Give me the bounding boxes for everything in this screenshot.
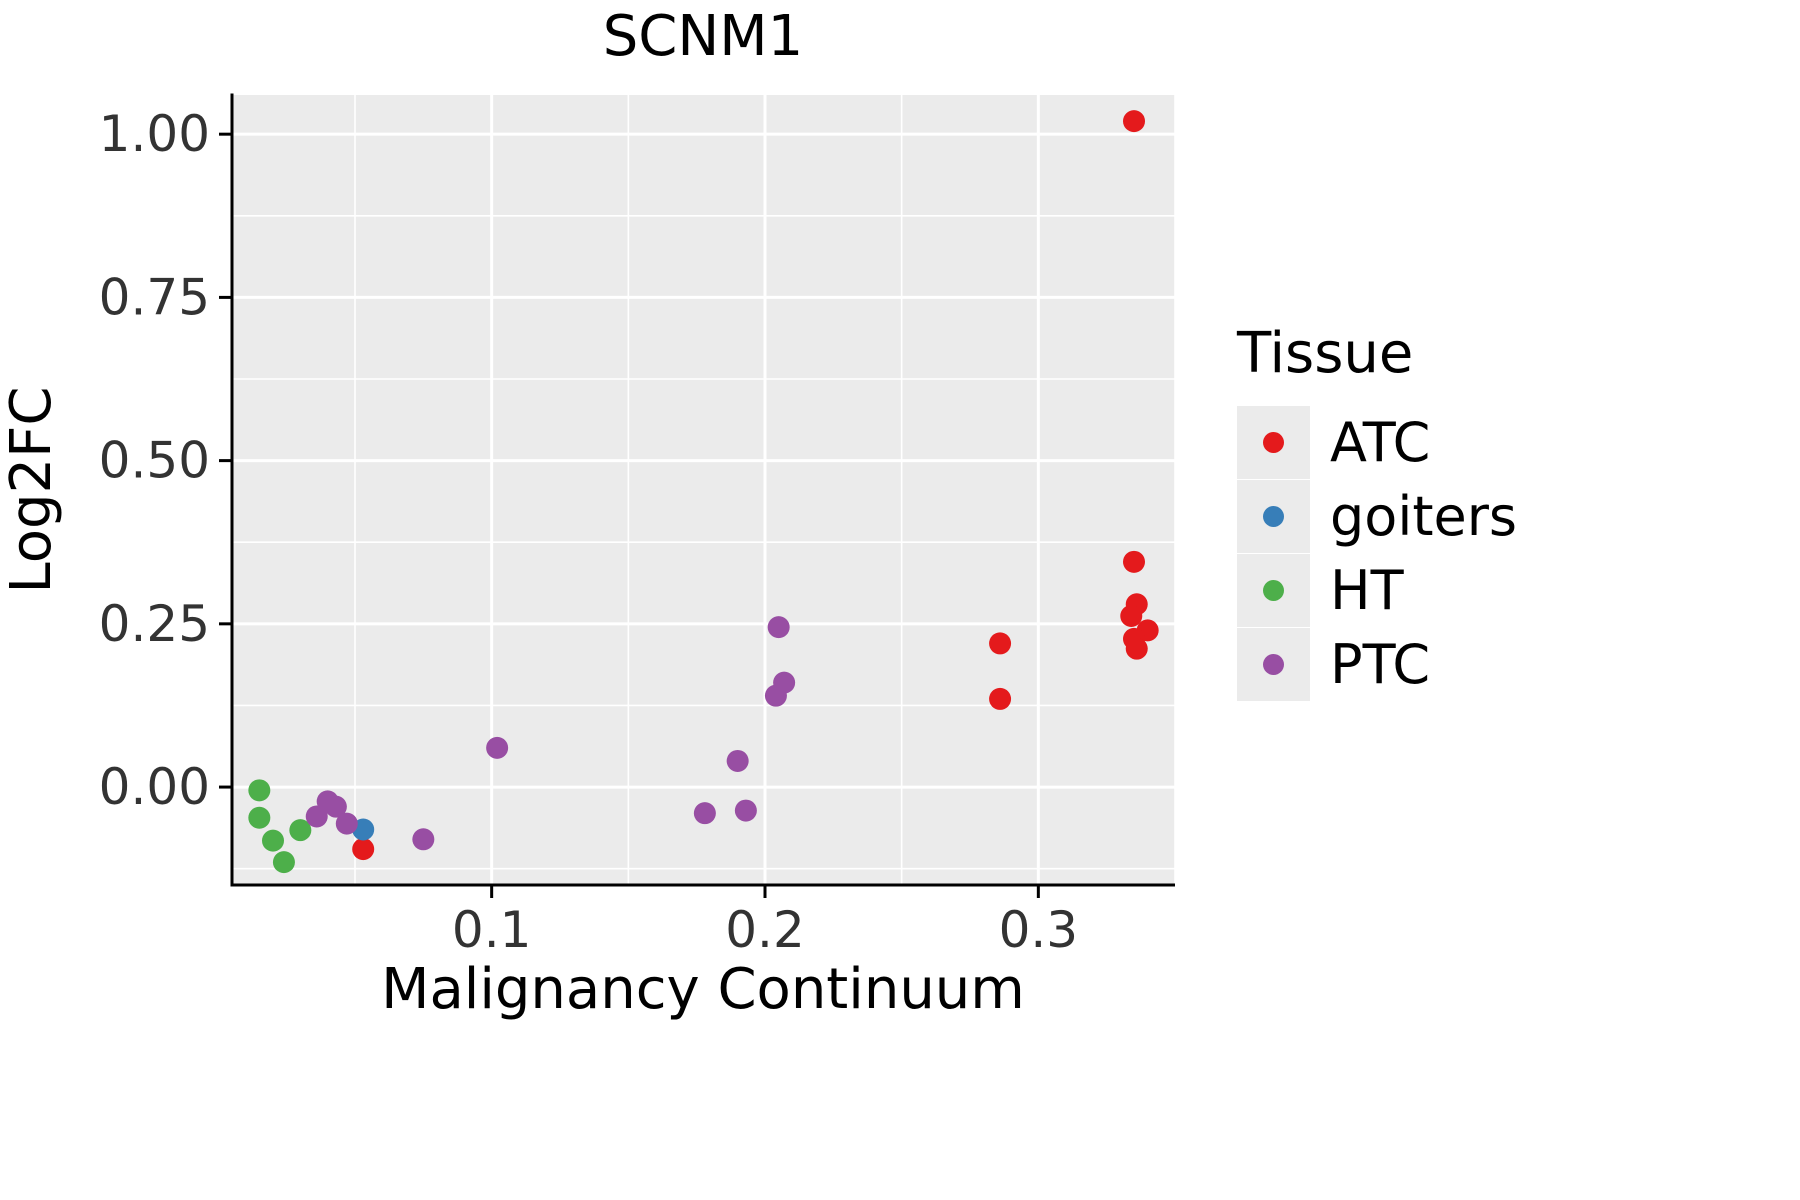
- y-tick-label: 0.50: [99, 432, 210, 490]
- legend-title: Tissue: [1236, 321, 1413, 386]
- point-HT: [272, 851, 295, 874]
- y-axis-label: Log2FC: [0, 387, 64, 594]
- legend-label-ATC: ATC: [1330, 411, 1430, 474]
- legend-dot-PTC: [1263, 654, 1284, 675]
- legend-dot-ATC: [1263, 432, 1284, 453]
- point-PTC: [693, 802, 716, 825]
- y-tick-label: 0.25: [99, 595, 210, 653]
- y-tick-label: 0.75: [99, 268, 210, 326]
- point-ATC: [1123, 550, 1145, 573]
- point-PTC: [486, 736, 509, 759]
- point-PTC: [764, 684, 787, 707]
- point-PTC: [726, 749, 749, 772]
- chart-title: SCNM1: [603, 4, 803, 69]
- point-ATC: [1123, 110, 1145, 133]
- legend-keys: ATC goiters HT PTC: [1237, 406, 1517, 701]
- point-ATC: [989, 632, 1012, 655]
- point-HT: [289, 819, 312, 842]
- legend-dot-goiters: [1263, 506, 1284, 527]
- legend-label-PTC: PTC: [1330, 633, 1430, 696]
- plot-panel: [232, 95, 1175, 885]
- x-tick-label: 0.3: [999, 901, 1079, 959]
- point-ATC: [989, 687, 1012, 710]
- gridlines-minor: [232, 95, 1176, 885]
- axis-tick-labels: 0.1 0.2 0.3 0.00 0.25 0.50 0.75 1.00: [99, 105, 1078, 959]
- legend-dot-HT: [1263, 580, 1284, 601]
- point-HT: [248, 806, 271, 829]
- point-PTC: [335, 812, 358, 835]
- point-ATC: [1125, 637, 1148, 660]
- x-tick-label: 0.2: [725, 901, 805, 959]
- point-ATC: [1120, 605, 1143, 628]
- y-tick-label: 0.00: [99, 758, 210, 816]
- legend-label-HT: HT: [1330, 559, 1405, 622]
- data-points: [248, 110, 1159, 874]
- legend-label-goiters: goiters: [1330, 485, 1517, 548]
- point-PTC: [734, 799, 757, 822]
- point-PTC: [412, 828, 435, 851]
- point-PTC: [324, 795, 347, 818]
- x-axis-label: Malignancy Continuum: [381, 957, 1025, 1022]
- point-HT: [262, 829, 284, 852]
- point-HT: [248, 779, 271, 802]
- y-tick-label: 1.00: [99, 105, 210, 163]
- point-PTC: [767, 616, 790, 639]
- x-tick-label: 0.1: [452, 901, 532, 959]
- point-ATC: [352, 838, 375, 861]
- axis-ticks: [219, 132, 1040, 898]
